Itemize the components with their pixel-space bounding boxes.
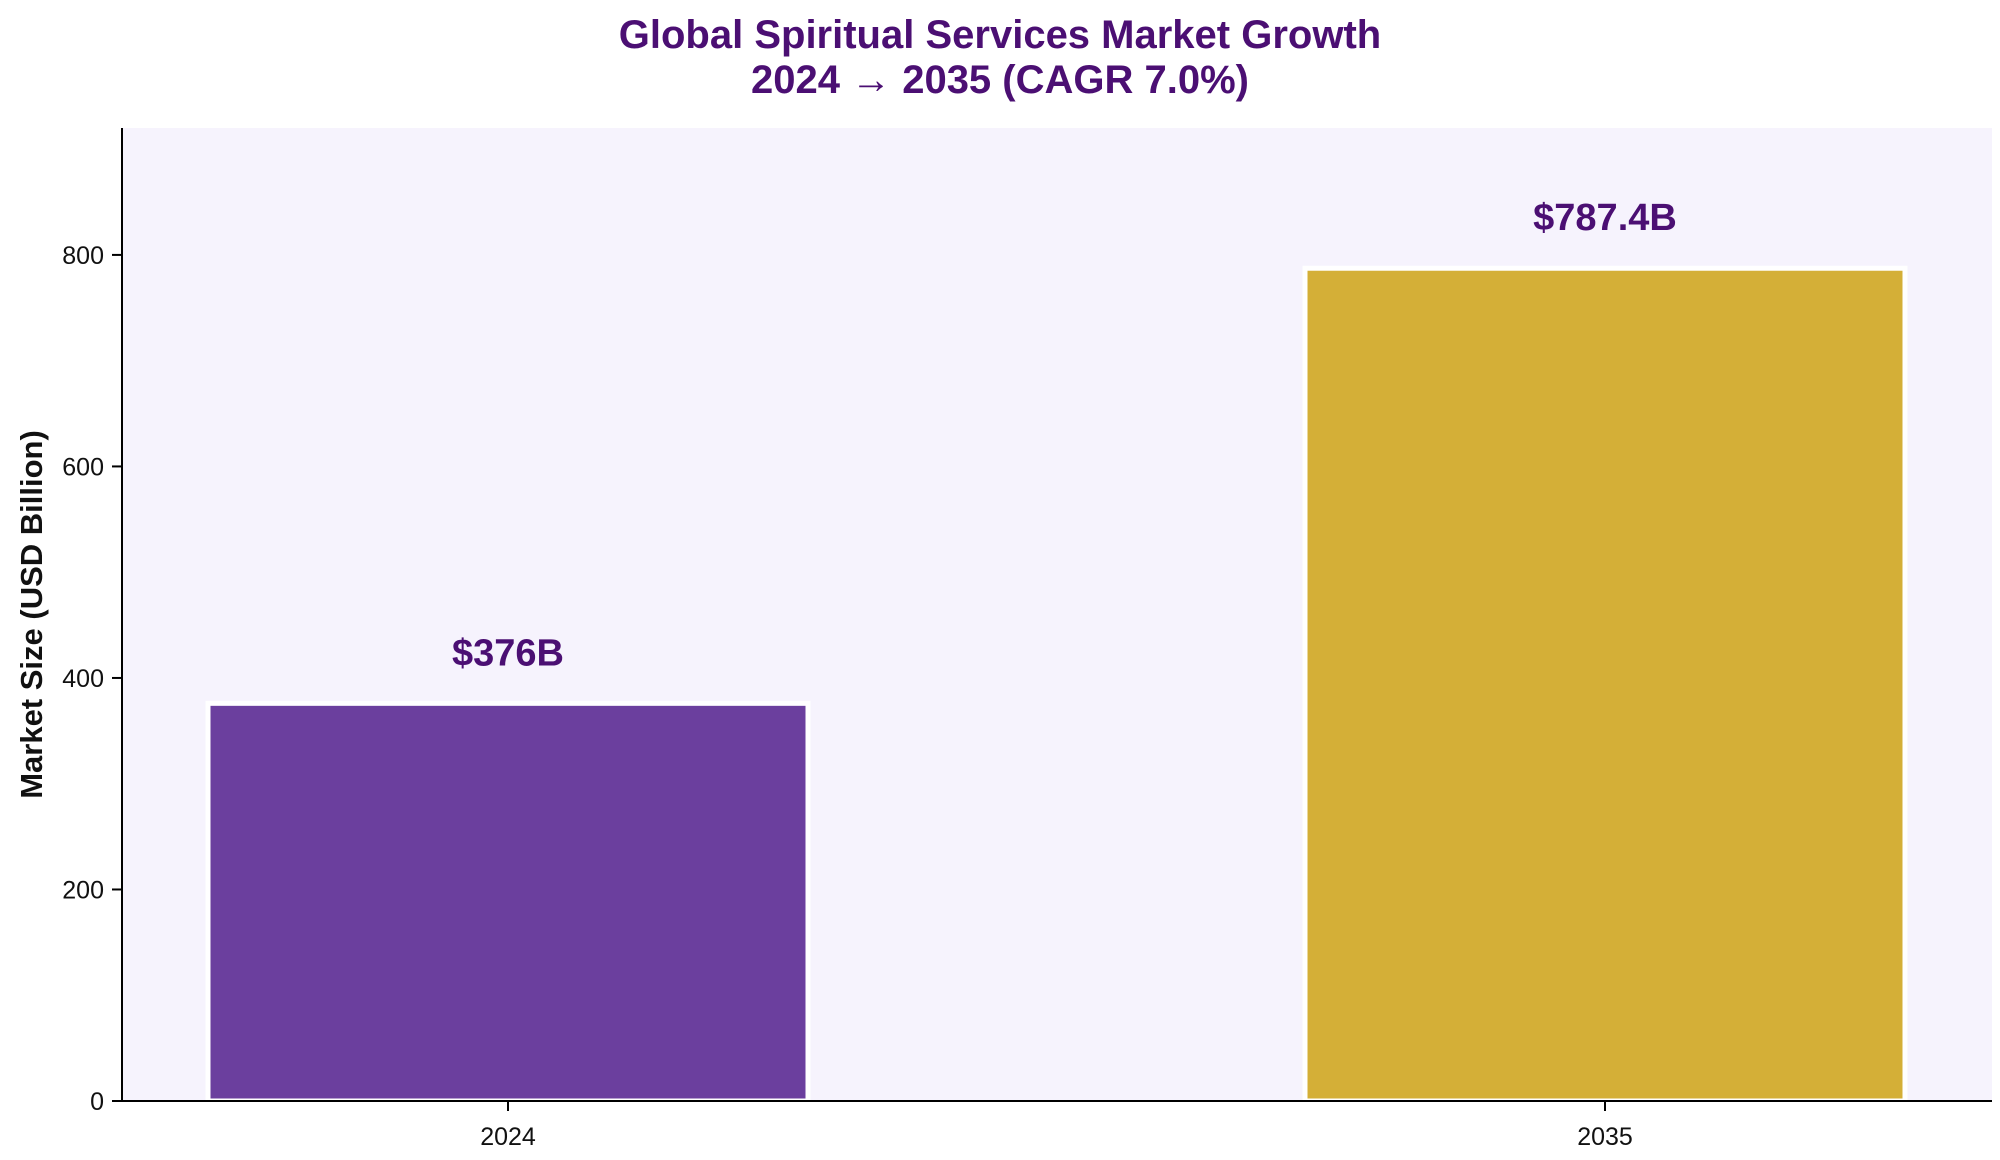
data-label-2024: $376B xyxy=(452,632,564,674)
y-tick-label-800: 800 xyxy=(62,242,104,270)
data-labels-group: $376B $787.4B xyxy=(452,197,1677,674)
y-tick-label-400: 400 xyxy=(62,665,104,693)
bars-group xyxy=(205,265,1908,1104)
chart-title: Global Spiritual Services Market Growth xyxy=(619,13,1381,57)
x-tick-label-2024: 2024 xyxy=(480,1123,536,1151)
y-tick-label-600: 600 xyxy=(62,453,104,481)
y-axis-ticks: 0 200 400 600 800 xyxy=(62,242,122,1116)
x-tick-label-2035: 2035 xyxy=(1577,1123,1633,1151)
chart-subtitle: 2024 → 2035 (CAGR 7.0%) xyxy=(751,58,1249,102)
data-label-2035: $787.4B xyxy=(1533,197,1677,239)
bar-2035 xyxy=(1302,265,1908,1104)
y-tick-label-0: 0 xyxy=(90,1088,104,1116)
bar-2024 xyxy=(205,700,811,1104)
x-axis-ticks: 2024 2035 xyxy=(480,1101,1633,1151)
y-axis-label: Market Size (USD Billion) xyxy=(14,430,49,799)
y-tick-label-200: 200 xyxy=(62,876,104,904)
